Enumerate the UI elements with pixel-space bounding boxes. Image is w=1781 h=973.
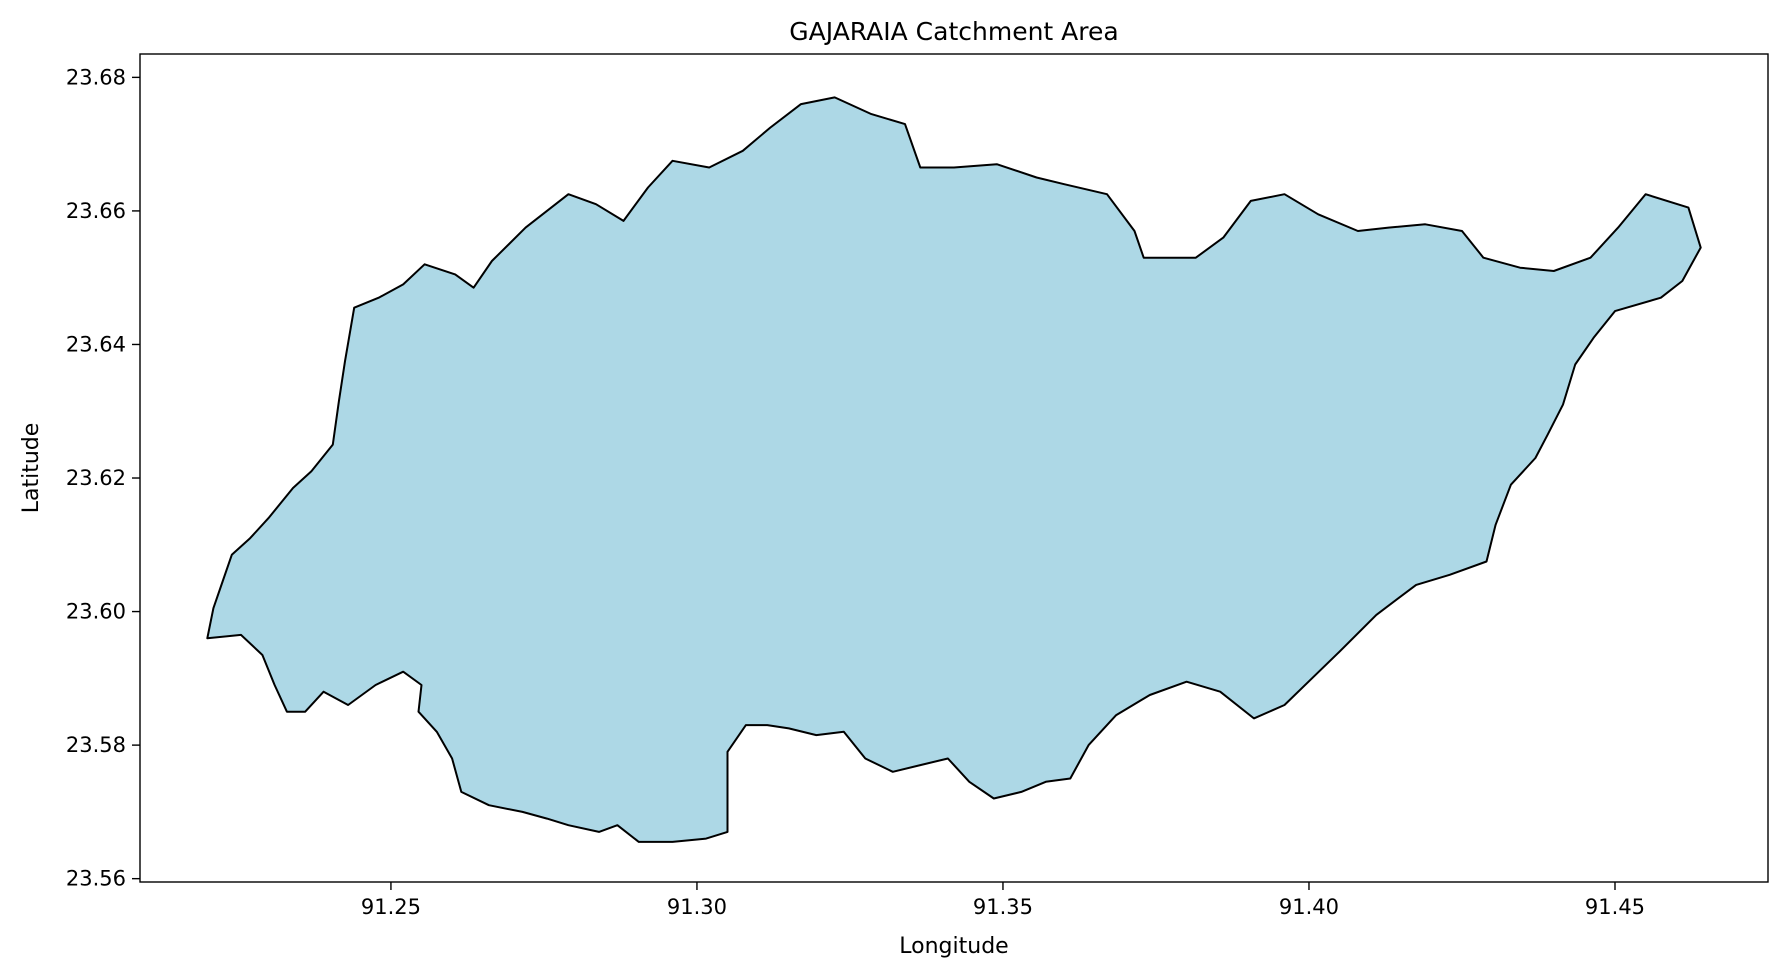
y-tick-label: 23.62: [66, 466, 126, 490]
x-axis-ticks: 91.25 91.30 91.35 91.40 91.45: [361, 882, 1645, 919]
y-axis-ticks: 23.56 23.58 23.60 23.62 23.64 23.66 23.68: [66, 65, 140, 891]
y-tick-label: 23.56: [66, 867, 126, 891]
chart-title: GAJARAIA Catchment Area: [789, 17, 1118, 46]
axes-frame: [139, 53, 1769, 883]
y-axis-label: Latitude: [19, 423, 44, 514]
x-tick-label: 91.25: [361, 895, 421, 919]
catchment-area-polygon: [206, 96, 1702, 843]
x-tick-label: 91.35: [973, 895, 1033, 919]
y-tick-label: 23.68: [66, 65, 126, 89]
y-tick-label: 23.58: [66, 733, 126, 757]
plot-area: [206, 96, 1702, 843]
x-tick-label: 91.45: [1585, 895, 1645, 919]
y-tick-label: 23.60: [66, 600, 126, 624]
y-tick-label: 23.64: [66, 332, 126, 356]
x-axis-label: Longitude: [899, 934, 1008, 959]
x-tick-label: 91.40: [1279, 895, 1339, 919]
x-tick-label: 91.30: [667, 895, 727, 919]
y-tick-label: 23.66: [66, 199, 126, 223]
